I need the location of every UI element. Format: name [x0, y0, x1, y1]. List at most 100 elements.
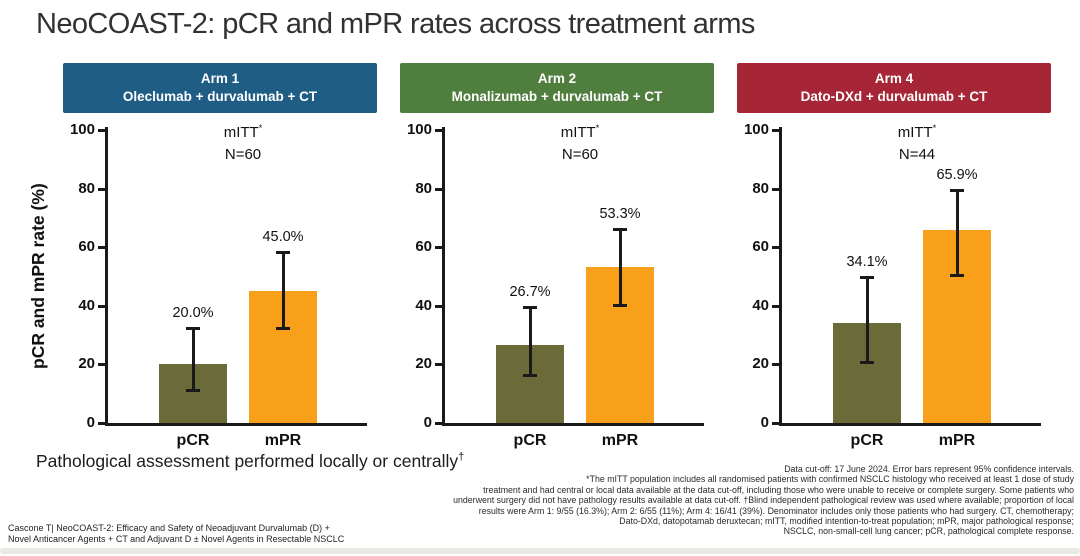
arm2-label: Arm 2 — [537, 71, 577, 86]
y-tick-mark — [772, 363, 779, 367]
y-tick-label: 0 — [760, 414, 769, 431]
y-tick-label: 40 — [78, 296, 95, 314]
y-tick-mark — [772, 246, 779, 250]
error-bar-cap-top — [860, 275, 874, 279]
footnote-line: underwent surgery did not have pathology… — [453, 495, 1074, 506]
arm1-header: Arm 1 Oleclumab + durvalumab + CT — [63, 63, 377, 113]
y-tick-label: 100 — [743, 121, 769, 138]
value-label: 65.9% — [936, 167, 978, 184]
value-label: 26.7% — [509, 283, 551, 300]
y-tick-label: 20 — [415, 355, 432, 373]
y-tick-mark — [435, 422, 442, 425]
y-axis-line — [779, 127, 782, 426]
arm2-bar-chart: mITT* N=60 0 20 40 60 80 100 26.7% pCR 53.3% mPR — [400, 113, 714, 458]
error-bar-cap-top — [276, 250, 290, 254]
y-tick-label: 100 — [69, 121, 95, 138]
citation: Cascone T| NeoCOAST-2: Efficacy and Safe… — [8, 523, 344, 545]
arm1-bar-chart: mITT* N=60 0 20 40 60 80 100 20.0% pCR 45.0% mPR — [63, 113, 377, 458]
footnote-line: Dato-DXd, datopotamab deruxtecan; mITT, … — [619, 516, 1074, 527]
error-bar-cap-top — [950, 189, 964, 193]
y-tick-mark — [98, 304, 105, 308]
y-tick-label: 60 — [752, 238, 769, 256]
bottom-divider-bar — [0, 548, 1080, 554]
error-bar-cap-bottom — [950, 274, 964, 278]
footnote-line: Data cut-off: 17 June 2024. Error bars r… — [784, 464, 1074, 474]
y-tick-label: 100 — [406, 121, 432, 138]
y-tick-mark — [435, 129, 442, 132]
y-tick-mark — [435, 187, 442, 191]
x-axis-line — [442, 423, 704, 426]
y-axis-line — [442, 127, 445, 426]
error-bar-line — [955, 190, 959, 277]
y-tick-label: 80 — [415, 179, 432, 197]
y-axis-line — [105, 127, 108, 426]
error-bar-cap-top — [613, 227, 627, 231]
y-tick-mark — [98, 422, 105, 425]
footnote-line: results were Arm 1: 9/55 (16.3%); Arm 2:… — [478, 505, 1074, 516]
error-bar-line — [191, 328, 195, 392]
y-tick-label: 40 — [752, 296, 769, 314]
value-label: 34.1% — [846, 253, 888, 270]
y-tick-mark — [772, 304, 779, 308]
y-tick-mark — [98, 129, 105, 132]
arm1-panel: Arm 1 Oleclumab + durvalumab + CT mITT* N… — [63, 63, 377, 458]
population-sup: * — [595, 123, 600, 133]
arm4-bar-chart: mITT* N=44 0 20 40 60 80 100 34.1% pCR 65.9% mPR — [737, 113, 1051, 458]
y-tick-label: 40 — [415, 296, 432, 314]
arm1-treatment: Oleclumab + durvalumab + CT — [122, 88, 318, 104]
y-tick-mark — [772, 187, 779, 191]
y-tick-label: 20 — [752, 355, 769, 373]
error-bar-cap-bottom — [186, 389, 200, 393]
value-label: 45.0% — [262, 228, 304, 245]
footnote-line: *The mITT population includes all random… — [586, 474, 1074, 485]
y-tick-label: 60 — [415, 238, 432, 256]
y-tick-label: 0 — [423, 414, 432, 431]
value-label: 20.0% — [172, 305, 214, 322]
error-bar-cap-bottom — [276, 326, 290, 330]
page-title: NeoCOAST-2: pCR and mPR rates across tre… — [36, 8, 755, 40]
arm4-panel: Arm 4 Dato-DXd + durvalumab + CT mITT* N=… — [737, 63, 1051, 458]
n-label: N=44 — [898, 146, 936, 163]
value-label: 53.3% — [599, 205, 641, 222]
population-sup: * — [258, 123, 263, 133]
error-bar-line — [281, 251, 285, 329]
arm2-treatment: Monalizumab + durvalumab + CT — [451, 88, 663, 104]
arm1-label: Arm 1 — [200, 71, 240, 86]
footnote-line: treatment and had central or local data … — [483, 484, 1074, 495]
category-label: pCR — [850, 432, 884, 449]
error-bar-line — [618, 228, 622, 306]
citation-line: Cascone T| NeoCOAST-2: Efficacy and Safe… — [8, 523, 330, 533]
category-label: pCR — [513, 432, 547, 449]
population-sup: * — [932, 123, 937, 133]
assessment-note-dagger: † — [458, 451, 465, 464]
category-label: mPR — [938, 432, 976, 449]
footnotes-block: Data cut-off: 17 June 2024. Error bars r… — [453, 464, 1074, 537]
y-tick-mark — [98, 187, 105, 191]
x-axis-line — [779, 423, 1041, 426]
error-bar-line — [865, 276, 869, 363]
y-tick-mark — [435, 246, 442, 250]
y-tick-label: 0 — [86, 414, 95, 431]
population-label: mITT* — [223, 123, 263, 141]
y-tick-label: 60 — [78, 238, 95, 256]
population-label: mITT* — [560, 123, 600, 141]
assessment-note: Pathological assessment performed locall… — [36, 451, 464, 472]
assessment-note-text: Pathological assessment performed locall… — [36, 451, 459, 471]
y-tick-mark — [772, 422, 779, 425]
error-bar-line — [528, 306, 532, 376]
category-label: pCR — [176, 432, 210, 449]
error-bar-cap-bottom — [523, 373, 537, 377]
y-tick-mark — [435, 304, 442, 308]
x-axis-line — [105, 423, 367, 426]
n-label: N=60 — [224, 146, 262, 163]
arm4-label: Arm 4 — [874, 71, 914, 86]
arm2-panel: Arm 2 Monalizumab + durvalumab + CT mITT… — [400, 63, 714, 458]
n-label: N=60 — [561, 146, 599, 163]
error-bar-cap-bottom — [860, 360, 874, 364]
y-tick-label: 80 — [752, 179, 769, 197]
arm2-header: Arm 2 Monalizumab + durvalumab + CT — [400, 63, 714, 113]
error-bar-cap-top — [186, 327, 200, 331]
y-tick-label: 20 — [78, 355, 95, 373]
y-tick-label: 80 — [78, 179, 95, 197]
